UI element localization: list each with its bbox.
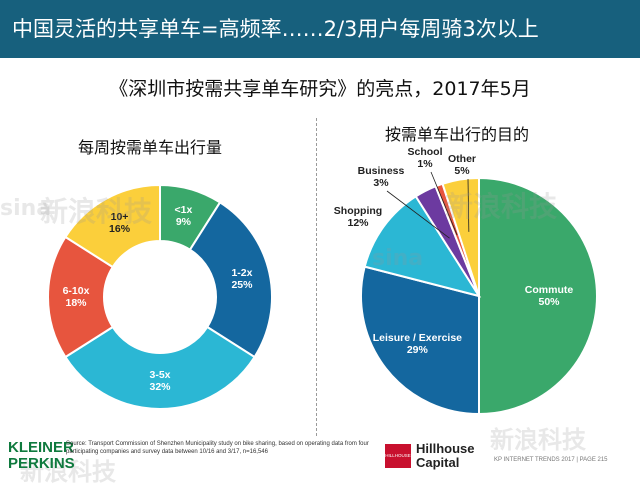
slice-value: 18% — [65, 297, 87, 309]
slice-value: 12% — [347, 217, 369, 229]
slice-category: 3-5x — [149, 369, 171, 381]
slice-0-4 — [64, 183, 161, 269]
slice-label-1-2: Shopping 12% — [334, 205, 382, 229]
slice-value: 50% — [538, 296, 560, 308]
slice-1-0 — [478, 176, 598, 416]
logo-line-1: KLEINER — [8, 439, 74, 456]
slice-1-2 — [363, 194, 482, 298]
panel-divider — [316, 118, 317, 436]
right-chart-title: 按需单车出行的目的 — [385, 125, 530, 144]
slice-label-0-4: 10+ 16% — [109, 211, 130, 235]
hillhouse-line-2: Capital — [416, 455, 460, 470]
slice-label-1-1: Leisure / Exercise 29% — [373, 332, 462, 356]
slice-value: 3% — [373, 177, 389, 189]
leader-line-3 — [386, 190, 450, 239]
slice-label-0-1: 1-2x 25% — [231, 267, 252, 291]
slice-label-0-0: <1x 9% — [175, 204, 193, 228]
leader-line-4 — [430, 171, 458, 236]
slice-label-1-4: School 1% — [407, 146, 442, 170]
slice-category: Leisure / Exercise — [372, 331, 463, 344]
hillhouse-line-1: Hillhouse — [416, 441, 475, 456]
kleiner-perkins-logo: KLEINER PERKINS — [8, 440, 75, 472]
slice-0-2 — [64, 325, 256, 410]
slice-category: Commute — [524, 284, 574, 296]
page-reference: KP INTERNET TRENDS 2017 | PAGE 215 — [494, 457, 608, 463]
slice-value: 16% — [109, 223, 131, 236]
slice-category: Business — [357, 165, 405, 177]
slice-category: 6-10x — [62, 285, 90, 297]
header-bar: 中国灵活的共享单车=高频率……2/3用户每周骑3次以上 — [0, 0, 640, 58]
slice-1-5 — [441, 176, 480, 297]
slice-category: <1x — [174, 204, 193, 217]
hillhouse-logo-text: Hillhouse Capital — [416, 442, 475, 470]
slice-label-1-5: Other 5% — [448, 153, 476, 177]
slice-category: School — [407, 146, 443, 158]
slice-value: 1% — [417, 158, 433, 170]
slice-label-1-0: Commute 50% — [525, 284, 573, 308]
slice-1-1 — [360, 265, 480, 416]
slice-value: 5% — [454, 165, 470, 177]
slice-value: 32% — [149, 381, 171, 393]
slice-category: Other — [447, 153, 477, 165]
slice-label-1-3: Business 3% — [358, 165, 405, 189]
slice-value: 25% — [231, 278, 253, 291]
left-chart-title: 每周按需单车出行量 — [78, 138, 223, 157]
slice-0-1 — [188, 201, 273, 359]
page-title: 中国灵活的共享单车=高频率……2/3用户每周骑3次以上 — [12, 17, 539, 41]
slice-category: Shopping — [333, 205, 383, 217]
slice-category: 1-2x — [231, 266, 253, 279]
leader-line-5 — [467, 178, 470, 232]
slice-label-0-2: 3-5x 32% — [149, 369, 170, 393]
slide-subtitle: 《深圳市按需共享单车研究》的亮点，2017年5月 — [109, 78, 531, 100]
slice-value: 29% — [406, 343, 428, 356]
slice-value: 9% — [175, 216, 192, 229]
slice-category: 10+ — [110, 211, 129, 224]
slice-label-0-3: 6-10x 18% — [63, 285, 90, 309]
logo-line-2: PERKINS — [8, 455, 75, 472]
hillhouse-logo-mark: HILLHOUSE — [385, 444, 411, 468]
source-note: Source: Transport Commission of Shenzhen… — [66, 441, 369, 455]
